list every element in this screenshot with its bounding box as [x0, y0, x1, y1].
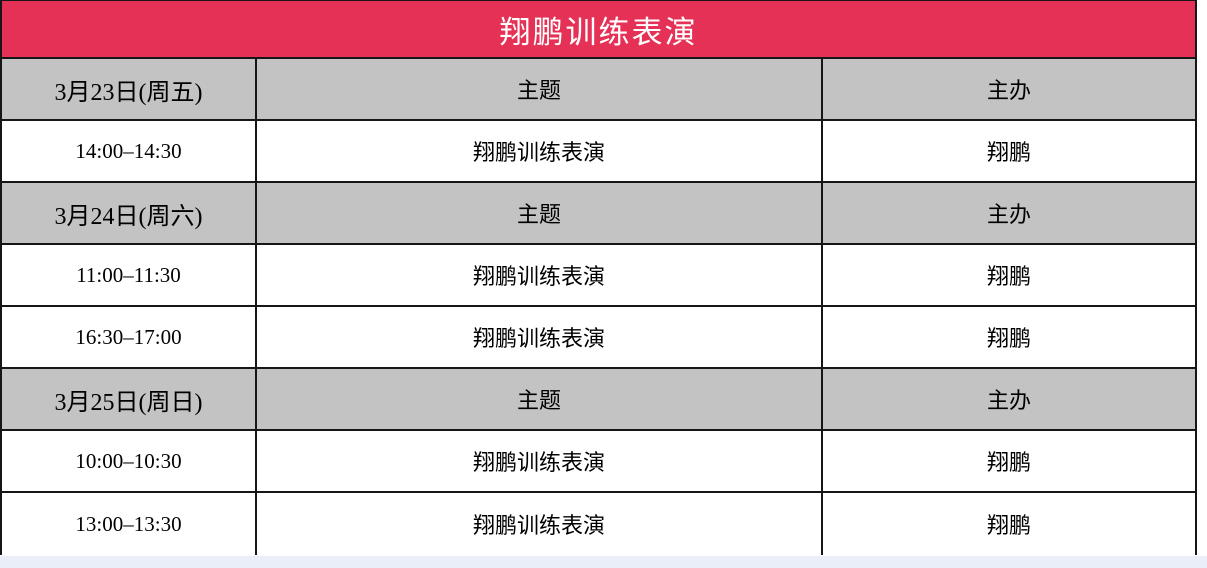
time-cell: 16:30–17:00 — [2, 307, 257, 367]
table-row: 13:00–13:30 翔鹏训练表演 翔鹏 — [2, 493, 1195, 555]
date-cell: 3月25日(周日) — [2, 369, 257, 429]
theme-cell: 翔鹏训练表演 — [257, 307, 823, 367]
organizer-header-cell: 主办 — [986, 202, 1031, 227]
theme-header-cell: 主题 — [257, 59, 823, 119]
time-cell: 13:00–13:30 — [2, 493, 257, 555]
section-header-row: 3月25日(周日) 主题 主办 — [2, 369, 1195, 431]
table-row: 10:00–10:30 翔鹏训练表演 翔鹏 — [2, 431, 1195, 493]
time-cell: 14:00–14:30 — [2, 121, 257, 181]
organizer-header-cell: 主办 — [986, 388, 1031, 413]
table-row: 16:30–17:00 翔鹏训练表演 翔鹏 — [2, 307, 1195, 369]
organizer-header-cell: 主办 — [986, 78, 1031, 103]
schedule-table: 翔鹏训练表演 3月23日(周五) 主题 主办 14:00–14:30 翔鹏训练表… — [0, 0, 1197, 555]
theme-cell: 翔鹏训练表演 — [257, 121, 823, 181]
organizer-cell: 翔鹏 — [986, 513, 1031, 538]
date-cell: 3月23日(周五) — [2, 59, 257, 119]
page-bottom-strip — [0, 556, 1207, 568]
theme-cell: 翔鹏训练表演 — [257, 431, 823, 491]
section-header-row: 3月23日(周五) 主题 主办 — [2, 59, 1195, 121]
table-row: 14:00–14:30 翔鹏训练表演 翔鹏 — [2, 121, 1195, 183]
theme-cell: 翔鹏训练表演 — [257, 245, 823, 305]
table-title: 翔鹏训练表演 — [499, 14, 698, 50]
table-title-banner: 翔鹏训练表演 — [2, 1, 1195, 59]
organizer-cell: 翔鹏 — [986, 326, 1031, 351]
theme-header-cell: 主题 — [257, 369, 823, 429]
theme-header-cell: 主题 — [257, 183, 823, 243]
date-cell: 3月24日(周六) — [2, 183, 257, 243]
table-row: 11:00–11:30 翔鹏训练表演 翔鹏 — [2, 245, 1195, 307]
time-cell: 11:00–11:30 — [2, 245, 257, 305]
organizer-cell: 翔鹏 — [986, 450, 1031, 475]
organizer-cell: 翔鹏 — [986, 264, 1031, 289]
organizer-cell: 翔鹏 — [986, 140, 1031, 165]
section-header-row: 3月24日(周六) 主题 主办 — [2, 183, 1195, 245]
time-cell: 10:00–10:30 — [2, 431, 257, 491]
theme-cell: 翔鹏训练表演 — [257, 493, 823, 555]
